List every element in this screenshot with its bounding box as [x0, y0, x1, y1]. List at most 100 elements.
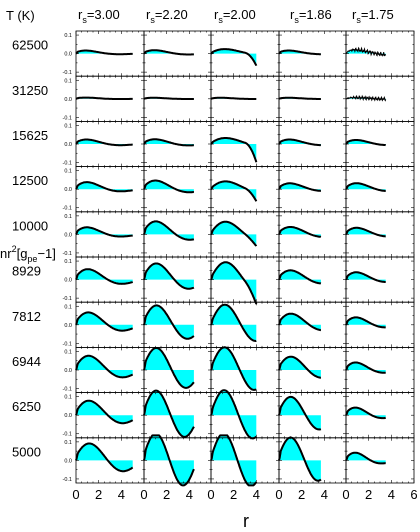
- panel-12500-0: 0.1 0.0 -0.1: [63, 166, 145, 213]
- series-line: [143, 347, 195, 389]
- area-fill: [279, 227, 321, 237]
- x-tick-label: 4: [253, 487, 260, 502]
- y-tick-label: -0.1: [63, 341, 72, 347]
- series-line: [345, 316, 386, 329]
- series-line: [345, 139, 386, 147]
- panel-6250-0: 0.1 0.0 -0.1: [63, 392, 145, 439]
- y-tick-label: 0.1: [64, 304, 72, 310]
- panel-8929-4: [345, 256, 415, 303]
- series-line: [345, 226, 386, 238]
- panel-15625-2: [210, 121, 280, 168]
- panel-12500-3: [278, 166, 347, 213]
- y-label-sub: pe: [27, 254, 37, 264]
- series-line: [210, 220, 258, 247]
- y-axis-label: nr2[gpe−1]: [0, 244, 56, 264]
- panel-10000-4: [345, 211, 415, 258]
- area-fill: [144, 263, 194, 289]
- column-headers: rs=3.00 rs=2.20 rs=2.00 rs=1.86 rs=1.75: [78, 7, 394, 25]
- area-fill: [211, 304, 257, 341]
- area-fill: [279, 356, 321, 378]
- series-line: [75, 268, 134, 285]
- panel-10000-2: [210, 211, 280, 258]
- y-tick-label: 0.1: [64, 395, 72, 401]
- panel-15625-0: 0.1 0.0 -0.1: [63, 121, 145, 168]
- series-line: [143, 304, 195, 340]
- panel-62500-1: [143, 30, 212, 77]
- column-header-0: rs=3.00: [78, 7, 120, 25]
- panel-31250-1: [143, 75, 212, 122]
- series-line: [278, 436, 322, 482]
- x-tick-label: 0: [72, 487, 79, 502]
- series-line: [75, 311, 134, 332]
- panel-6250-1: [143, 389, 212, 439]
- panel-31250-3: [278, 75, 347, 122]
- series-line: [143, 179, 194, 194]
- y-label-sup: 2: [12, 244, 17, 254]
- area-fill: [76, 269, 133, 284]
- x-tick-label: 4: [321, 487, 328, 502]
- area-fill: [144, 221, 194, 240]
- area-fill: [76, 355, 133, 378]
- y-tick-label: 0.0: [64, 187, 72, 193]
- area-fill: [279, 183, 321, 191]
- y-tick-label: -0.1: [63, 251, 72, 257]
- panel-10000-3: [278, 211, 347, 258]
- series-line: [210, 346, 257, 391]
- series-line: [210, 389, 258, 440]
- series-line: [75, 399, 134, 425]
- area-fill: [144, 305, 194, 339]
- area-fill: [211, 49, 257, 66]
- area-fill: [144, 348, 194, 388]
- y-tick-label: 0.0: [64, 232, 72, 238]
- panel-15625-1: [143, 121, 212, 168]
- x-tick-label: 0: [207, 487, 214, 502]
- row-label-62500: 62500: [12, 38, 48, 53]
- row-label-6944: 6944: [12, 354, 41, 369]
- x-tick-label: 0: [342, 487, 349, 502]
- panel-6944-4: [345, 346, 415, 393]
- panel-62500-3: [278, 30, 347, 77]
- series-line: [345, 182, 386, 192]
- series-line: [210, 303, 257, 342]
- row-label-31250: 31250: [12, 83, 48, 98]
- y-tick-label: 0.0: [64, 278, 72, 284]
- row-label-8929: 8929: [12, 264, 41, 279]
- column-header-3: rs=1.86: [290, 7, 332, 25]
- panel-5000-2: [210, 434, 280, 487]
- panel-12500-1: [143, 166, 212, 213]
- series-line: [210, 48, 258, 67]
- row-labels: 62500 31250 15625 12500 10000 8929 7812 6944 625…: [12, 38, 48, 460]
- series-line: [143, 434, 195, 487]
- panel-5000-3: [278, 436, 347, 484]
- area-fill: [211, 262, 257, 305]
- x-tick-label: 2: [298, 487, 305, 502]
- x-tick-label: 0: [275, 487, 282, 502]
- panels: 0.1 0.0 -0.1 0.1 0.0 -0.1 0.1 0.0 -0.1 0.1 0.0 -0.1…: [63, 30, 415, 487]
- y-label-end: −1]: [37, 246, 55, 261]
- series-line: [210, 261, 258, 305]
- series-line: [210, 96, 257, 100]
- series-line: [278, 49, 321, 56]
- panel-8929-0: 0.1 0.0 -0.1: [63, 256, 145, 303]
- y-tick-label: 0.1: [64, 78, 72, 84]
- panel-5000-1: [143, 434, 212, 487]
- panel-8929-3: [278, 256, 347, 303]
- series-line: [210, 137, 258, 163]
- panel-15625-4: [345, 121, 415, 168]
- series-line: [278, 355, 321, 379]
- series-line: [143, 49, 194, 56]
- series-line: [345, 361, 386, 374]
- row-label-7812: 7812: [12, 309, 41, 324]
- series-line: [278, 138, 321, 147]
- panel-6944-0: 0.1 0.0 -0.1: [63, 346, 145, 393]
- y-tick-label: 0.0: [64, 52, 72, 58]
- series-line: [210, 180, 258, 202]
- area-fill: [144, 390, 194, 437]
- series-line: [278, 269, 322, 285]
- x-tick-label: 2: [163, 487, 170, 502]
- area-fill: [279, 437, 321, 481]
- area-fill: [211, 181, 257, 202]
- area-fill: [211, 221, 257, 247]
- area-fill: [279, 313, 321, 331]
